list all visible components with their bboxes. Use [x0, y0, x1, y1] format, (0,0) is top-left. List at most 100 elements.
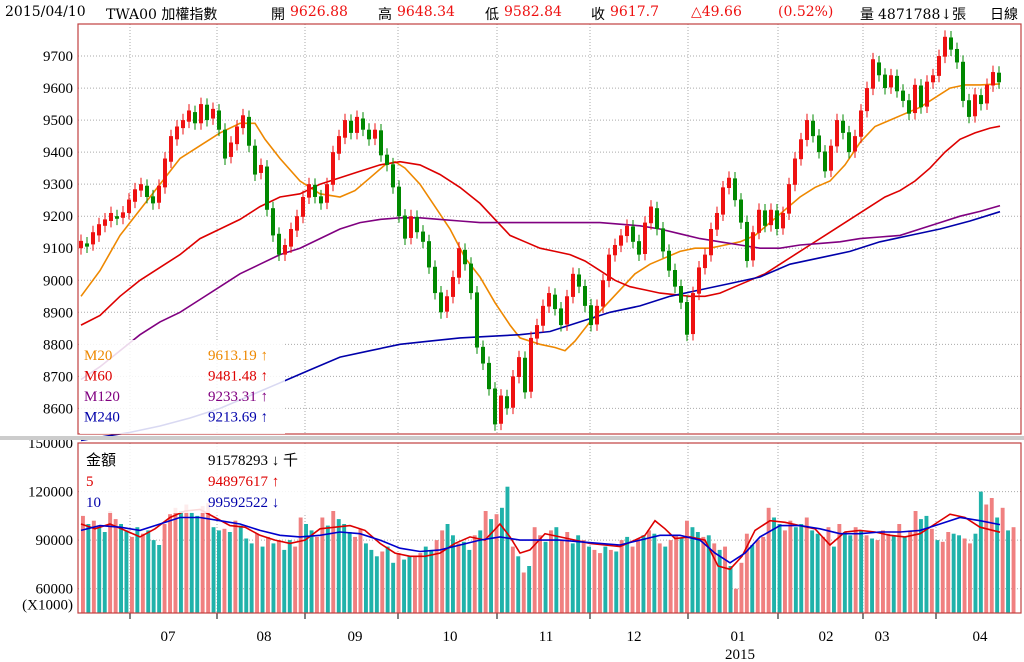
candle-body [763, 210, 767, 226]
candle-body [685, 302, 689, 335]
volume-bar [815, 533, 820, 613]
legends: M20 9613.19 ↑ M60 9481.48 ↑ M120 9233.31 ↑ M24… [80, 340, 320, 513]
candle-body [985, 84, 989, 104]
volume-bar [799, 524, 804, 613]
price-tick-label: 9200 [43, 209, 73, 225]
candle-body [583, 286, 587, 306]
candle-body [595, 305, 599, 325]
volume-bar [587, 546, 591, 613]
volume-bar [347, 532, 352, 613]
volume-bar [494, 514, 499, 613]
quote-date: 2015/04/10 [5, 4, 86, 20]
volume-bar [396, 553, 401, 613]
change-percent: (0.52%) [778, 4, 834, 20]
candle-body [235, 126, 239, 145]
candle-body [337, 136, 341, 154]
volume-bar [162, 524, 167, 613]
volume-bar [315, 536, 319, 613]
volume-bar [995, 517, 1000, 613]
quote-symbol: TWA00 加權指數 [106, 7, 218, 23]
volume-bar [140, 533, 145, 613]
candle-body [157, 185, 161, 203]
volume-bar [380, 551, 385, 613]
candle-body [313, 184, 317, 197]
candle-body [871, 59, 875, 89]
candle-body [553, 294, 557, 310]
candle-body [217, 110, 221, 130]
candle-body [247, 116, 251, 146]
volume-bar [608, 549, 613, 613]
candle-body [451, 277, 455, 297]
candle-body [445, 296, 449, 312]
volume-bar [772, 517, 776, 613]
candle-body [367, 129, 371, 140]
volume-bar [559, 540, 564, 613]
candle-body [823, 151, 827, 172]
volume-bar [222, 528, 227, 613]
candle-body [571, 273, 575, 297]
candle-body [739, 199, 743, 223]
candle-body [271, 208, 275, 236]
candle-body [433, 266, 437, 294]
volume-bar [238, 525, 243, 613]
volume-bar [456, 543, 461, 613]
candle-body [421, 231, 425, 242]
volume-bar [130, 536, 134, 613]
volume-bar [385, 546, 390, 613]
month-label: 02 [819, 629, 834, 645]
volume-bar [102, 532, 107, 613]
volume-bar [244, 538, 249, 613]
price-legend-name: M120 [84, 389, 120, 405]
close-label: 收 [591, 7, 605, 23]
volume-bar [266, 536, 270, 613]
volume-bar [353, 536, 357, 613]
volume-bar [255, 533, 259, 613]
month-label: 01 [731, 629, 746, 645]
volume-bar [233, 520, 238, 613]
candle-body [895, 75, 899, 92]
candle-body [973, 94, 977, 117]
volume-bar [358, 528, 363, 613]
volume-bar [342, 524, 347, 613]
candle-body [151, 196, 155, 204]
volume-bar [870, 538, 874, 613]
month-label: 04 [973, 629, 989, 645]
candle-body [913, 84, 917, 114]
volume-bar [505, 486, 510, 613]
volume-bar [739, 562, 744, 613]
volume-bar [510, 546, 515, 613]
volume-bar [97, 527, 102, 613]
volume-bar [135, 527, 140, 613]
volume-value: 4871788↓張 [878, 7, 967, 23]
candle-body [805, 120, 809, 140]
candle-body [277, 233, 281, 255]
ma-line-m20 [80, 83, 1001, 352]
volume-bar [821, 536, 825, 613]
candle-body [733, 178, 737, 201]
candle-body [991, 72, 995, 86]
volume-bar [86, 524, 91, 613]
volume-bar [532, 527, 537, 613]
candle-body [751, 232, 755, 261]
volume-bar [157, 545, 162, 613]
candle-body [127, 199, 131, 213]
volume-bar [706, 535, 711, 613]
volume-bar [717, 549, 722, 613]
volume-bar [445, 524, 450, 613]
volume-bar [527, 566, 532, 613]
volume-bar [298, 517, 303, 613]
year-label: 2015 [725, 647, 755, 662]
candle-body [997, 72, 1001, 83]
volume-bar [206, 502, 211, 613]
candle-body [115, 216, 119, 219]
ma-line-m120 [80, 204, 1001, 381]
volume-bar [712, 543, 717, 613]
volume-bar [625, 536, 630, 613]
candle-body [301, 196, 305, 217]
volume-bar [549, 530, 553, 613]
candle-body [625, 225, 629, 237]
candle-body [853, 136, 857, 152]
candle-body [241, 115, 245, 129]
candle-body [325, 184, 329, 203]
volume-bar [173, 507, 178, 613]
